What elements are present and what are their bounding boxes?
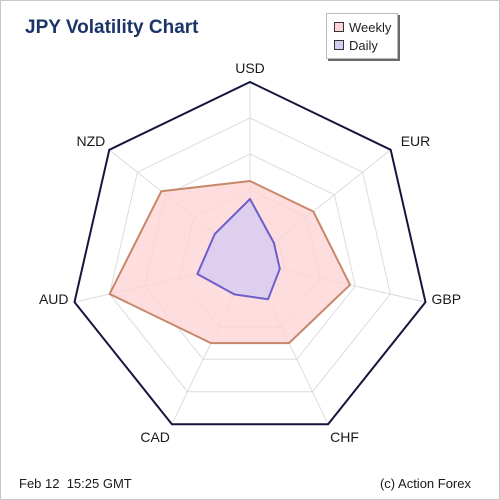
legend-item-weekly: Weekly — [334, 19, 391, 35]
grid-ring-4 — [109, 117, 391, 393]
axis-label-aud: AUD — [39, 291, 69, 307]
axis-label-eur: EUR — [401, 133, 431, 149]
axis-label-nzd: NZD — [77, 133, 106, 149]
axis-label-cad: CAD — [140, 429, 170, 445]
axis-label-chf: CHF — [330, 429, 359, 445]
legend-swatch-weekly — [334, 22, 344, 32]
chart-title: JPY Volatility Chart — [25, 17, 199, 38]
legend-item-daily: Daily — [334, 37, 378, 53]
legend: Weekly Daily — [326, 13, 398, 59]
axis-label-gbp: GBP — [432, 291, 462, 307]
legend-swatch-daily — [334, 40, 344, 50]
timestamp: Feb 12 15:25 GMT — [19, 476, 132, 491]
radar-outline — [73, 80, 427, 426]
copyright-credit: (c) Action Forex — [379, 476, 471, 491]
series-daily-area — [196, 198, 281, 301]
axis-label-usd: USD — [235, 60, 265, 76]
legend-label-weekly: Weekly — [349, 19, 392, 35]
legend-label-daily: Daily — [349, 37, 378, 53]
